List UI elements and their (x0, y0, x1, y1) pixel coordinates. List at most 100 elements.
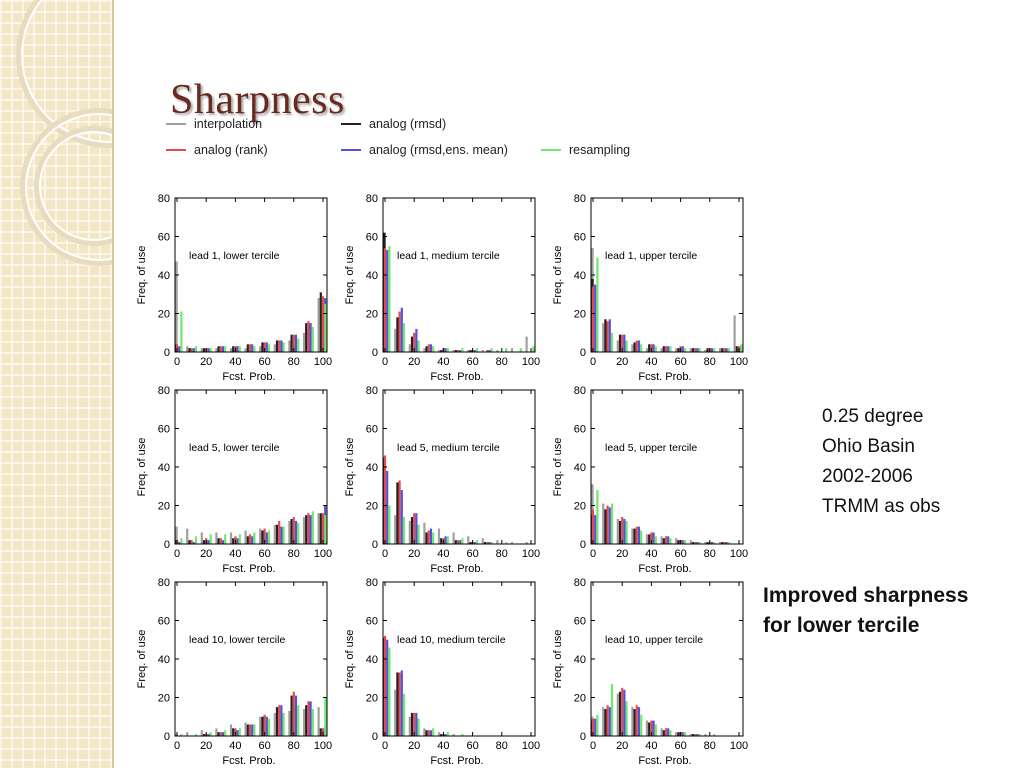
x-tick-label: 20 (616, 356, 628, 368)
bar (621, 334, 624, 352)
bar (273, 344, 276, 352)
bar (186, 732, 189, 736)
y-tick-label: 40 (574, 270, 586, 282)
x-tick-label: 100 (522, 548, 540, 560)
bar (263, 714, 266, 736)
bar (221, 346, 225, 352)
bar (219, 346, 222, 352)
bar (236, 730, 239, 736)
bar (238, 728, 241, 736)
bar (606, 321, 609, 352)
y-axis-label: Freq. of use (552, 438, 564, 497)
bar (454, 350, 457, 352)
x-tick-label: 80 (704, 740, 716, 752)
panel-annotation: lead 5, lower tercile (189, 442, 280, 454)
bar (253, 346, 256, 352)
x-tick-label: 100 (730, 548, 748, 560)
bar (178, 346, 181, 352)
bar (631, 344, 634, 352)
bar (265, 342, 268, 352)
bar (667, 536, 670, 544)
x-tick-label: 20 (408, 356, 420, 368)
bar (263, 342, 266, 352)
plot-frame (382, 581, 536, 737)
bar (473, 350, 476, 352)
x-tick-label: 100 (730, 356, 748, 368)
y-tick-label: 40 (366, 270, 378, 282)
bar (246, 344, 249, 352)
bar (440, 538, 443, 544)
bar (282, 342, 285, 352)
bar (425, 730, 428, 736)
bar (400, 490, 403, 544)
bar (251, 724, 254, 736)
bar (259, 346, 262, 352)
bar (486, 542, 489, 544)
bar (209, 348, 212, 352)
bar (317, 513, 320, 544)
y-axis-label: Freq. of use (136, 630, 148, 689)
x-tick-label: 80 (288, 548, 300, 560)
bar (425, 532, 428, 544)
bar (410, 517, 414, 544)
bar (265, 532, 268, 544)
note-period: 2002-2006 (822, 466, 913, 487)
bar (236, 538, 239, 544)
y-tick-label: 0 (164, 539, 170, 551)
bar (698, 348, 701, 352)
bar (602, 707, 605, 736)
bar (481, 538, 484, 544)
x-axis-label: Fcst. Prob. (430, 563, 483, 575)
bar (423, 728, 426, 736)
bar (408, 716, 411, 736)
panel-annotation: lead 1, lower tercile (189, 250, 280, 262)
bar (275, 707, 279, 736)
bar (396, 482, 399, 544)
bar (469, 542, 472, 544)
y-tick-label: 40 (574, 654, 586, 666)
bar (740, 344, 743, 352)
slide-title: Sharpness (170, 77, 345, 123)
bar (718, 542, 722, 544)
bar (490, 542, 493, 544)
bar (413, 712, 416, 736)
bar (723, 542, 726, 544)
bar (207, 734, 210, 736)
bar (194, 734, 198, 736)
bar (596, 714, 599, 736)
bar (267, 344, 271, 352)
bar (733, 315, 736, 352)
bar (278, 705, 281, 736)
bar (394, 689, 397, 736)
bar (664, 728, 668, 736)
y-tick-label: 20 (366, 309, 378, 321)
bar (215, 728, 218, 736)
bar (683, 348, 687, 352)
bar (727, 348, 730, 352)
y-tick-label: 20 (574, 309, 586, 321)
y-axis-label: Freq. of use (344, 438, 356, 497)
x-tick-label: 20 (200, 356, 212, 368)
x-tick-label: 0 (590, 740, 596, 752)
bar (415, 513, 418, 544)
bar (324, 303, 327, 352)
x-tick-label: 60 (466, 548, 478, 560)
bar (505, 348, 508, 352)
bar (388, 505, 391, 544)
bar (425, 346, 428, 352)
bar (650, 532, 653, 544)
bar (444, 734, 447, 736)
bar (660, 536, 663, 544)
bar (637, 526, 641, 544)
bar (248, 724, 252, 736)
bar (294, 695, 298, 736)
bar (689, 734, 692, 736)
bar (618, 334, 622, 352)
x-tick-label: 60 (466, 356, 478, 368)
bar (481, 350, 484, 352)
bar (459, 350, 462, 352)
bar (473, 542, 476, 544)
bar (704, 734, 707, 736)
bar (290, 334, 293, 352)
y-tick-label: 60 (366, 232, 378, 244)
